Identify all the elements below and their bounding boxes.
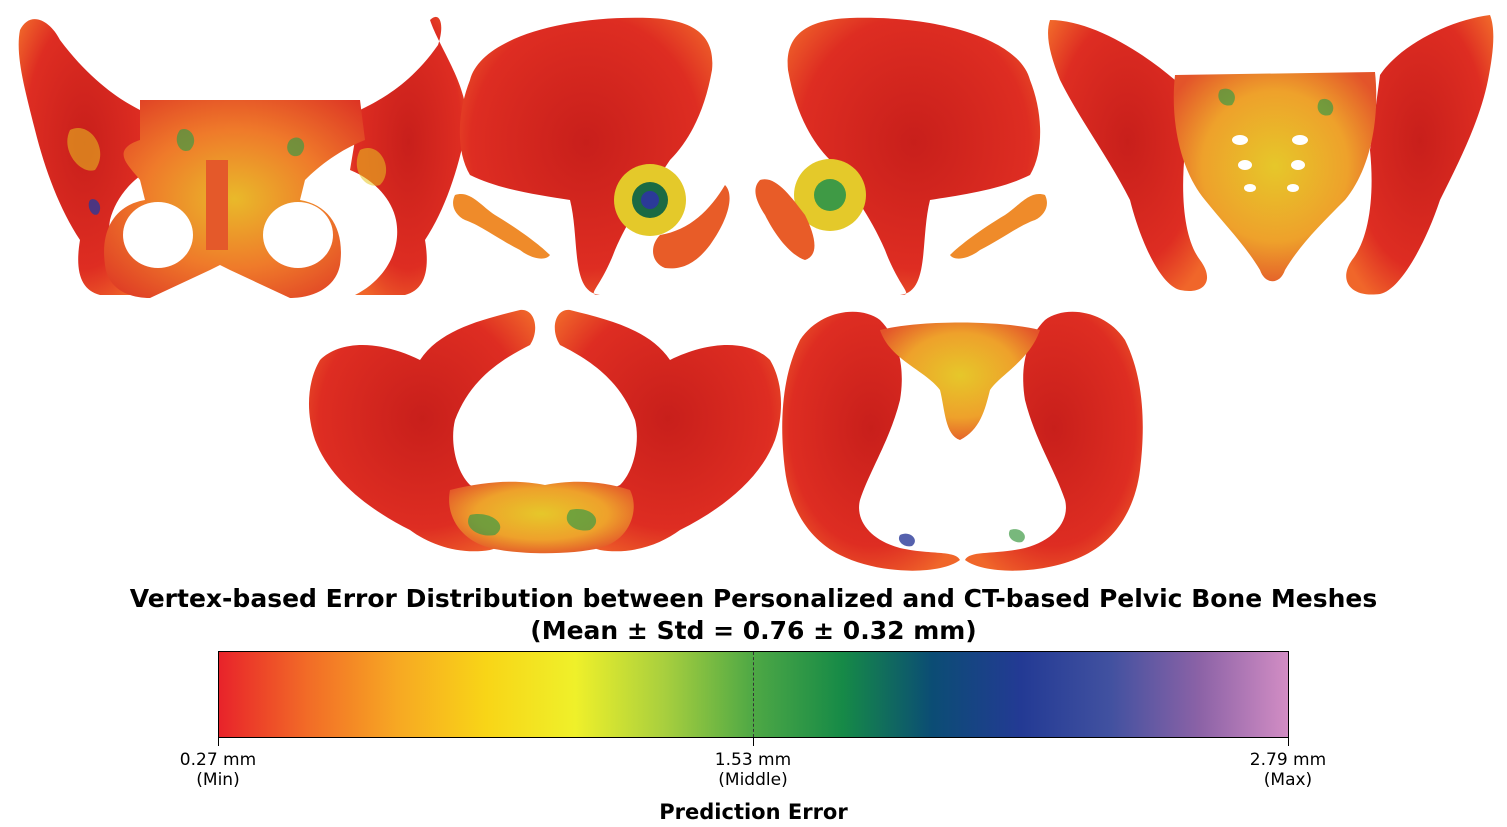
right-hemipelvis: [782, 311, 960, 571]
colorbar-tick-label-min: 0.27 mm (Min): [118, 750, 318, 790]
sacral-foramen: [1292, 135, 1308, 145]
left-obturator-foramen: [263, 202, 333, 268]
ischium: [653, 185, 730, 269]
tick-caption: (Middle): [718, 770, 788, 790]
pubic-ramus: [950, 194, 1047, 259]
colorbar-tick-label-max: 2.79 mm (Max): [1188, 750, 1388, 790]
blue-error-patch: [641, 191, 659, 209]
tick-value: 1.53 mm: [714, 750, 792, 770]
ischium: [755, 179, 815, 260]
sacrum: [1173, 72, 1377, 282]
blue-error-patch: [898, 533, 915, 547]
green-error-patch: [1317, 98, 1334, 116]
figure-subtitle: (Mean ± Std = 0.76 ± 0.32 mm): [530, 616, 977, 645]
right-lateral-view: [453, 17, 730, 295]
left-iliac-wing: [1346, 15, 1494, 295]
green-error-patch: [468, 514, 501, 536]
green-error-patch: [1218, 88, 1235, 106]
anterior-view: [18, 16, 467, 298]
tick-value: 2.79 mm: [1249, 750, 1327, 770]
sacrum-inferior: [880, 322, 1040, 440]
left-iliac-wing: [350, 16, 467, 295]
posterior-view: [1048, 15, 1494, 295]
tick-caption: (Min): [196, 770, 240, 790]
colorbar-tick-max: [1288, 738, 1289, 746]
sacral-foramen: [1232, 135, 1248, 145]
pubic-symphysis: [206, 160, 228, 250]
tick-caption: (Max): [1263, 770, 1313, 790]
figure-title: Vertex-based Error Distribution between …: [129, 584, 1378, 613]
colorbar-tick-min: [218, 738, 219, 746]
sacral-foramen: [1287, 184, 1299, 192]
iliac-blade: [787, 17, 1041, 295]
colorbar-middle-dashed-line: [753, 652, 754, 737]
superior-view: [308, 309, 782, 554]
left-lateral-view: [755, 17, 1047, 295]
pelvis-views-panel: [18, 15, 1494, 571]
sacral-foramen: [1238, 160, 1252, 170]
green-error-patch: [566, 509, 597, 531]
right-obturator-foramen: [123, 202, 193, 268]
inferior-view: [782, 311, 1143, 571]
colorbar-tick-middle: [753, 738, 754, 746]
left-hemipelvis: [965, 311, 1143, 571]
tick-value: 0.27 mm: [179, 750, 257, 770]
blue-error-patch: [88, 199, 101, 215]
iliac-blade: [459, 17, 713, 295]
colorbar-tick-label-middle: 1.53 mm (Middle): [653, 750, 853, 790]
sacrum-superior: [449, 481, 634, 554]
pubic-ramus: [453, 194, 550, 259]
green-error-patch: [176, 129, 195, 151]
right-iliac-wing: [1048, 20, 1208, 291]
sacral-foramen: [1291, 160, 1305, 170]
colorbar-axis-label: Prediction Error: [659, 800, 848, 824]
colorbar: [218, 651, 1289, 738]
yellow-error-patch: [356, 148, 387, 186]
green-error-patch: [287, 137, 305, 157]
acetabulum-center: [814, 179, 846, 211]
sacral-foramen: [1244, 184, 1256, 192]
green-error-patch: [1008, 529, 1025, 543]
pelvic-ring: [104, 100, 366, 298]
yellow-error-patch: [67, 128, 101, 171]
